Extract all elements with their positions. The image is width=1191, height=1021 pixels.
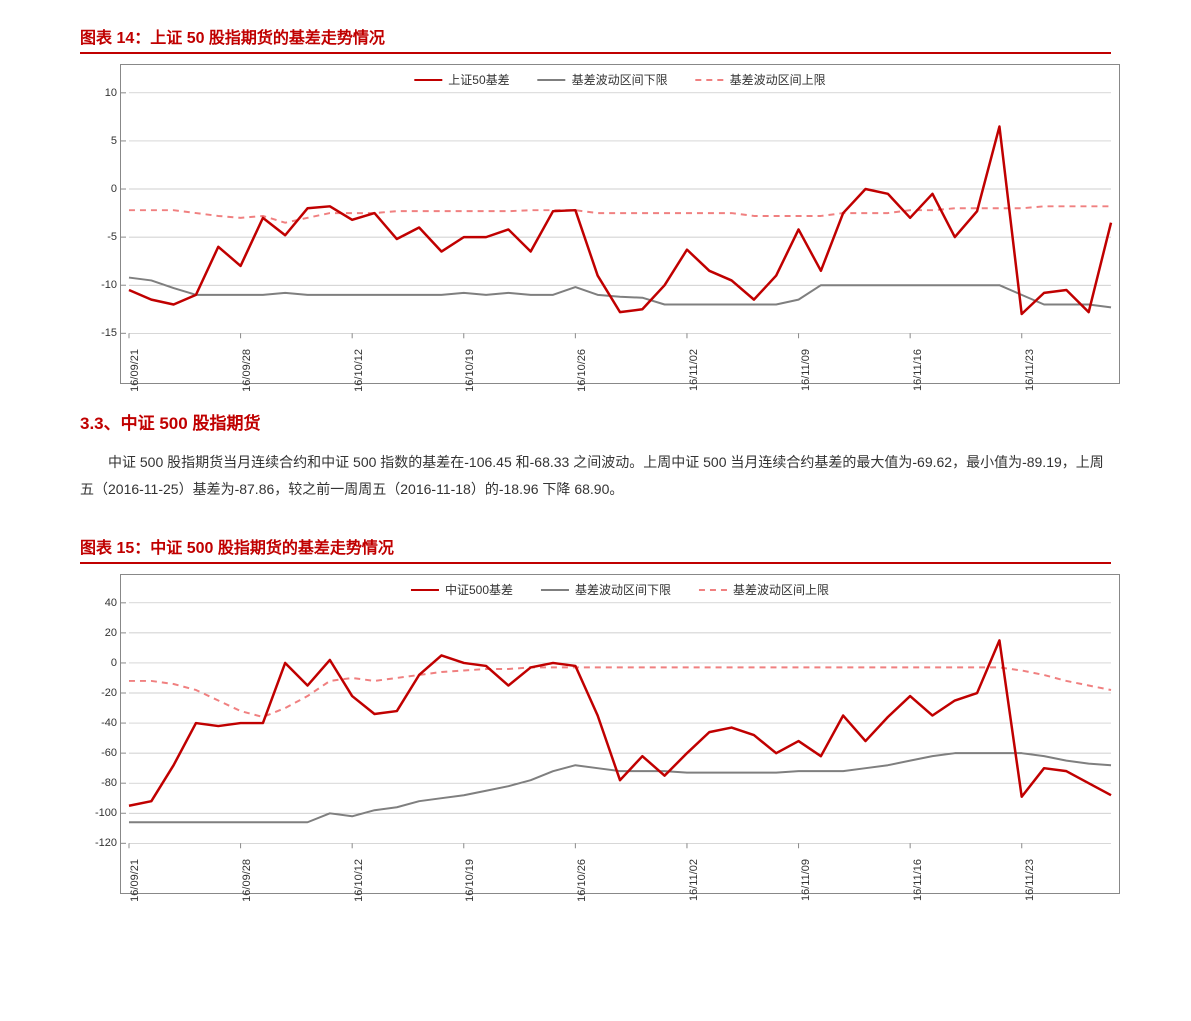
x-tick-label: 16/11/09 xyxy=(800,349,812,391)
x-tick-label: 16/11/16 xyxy=(912,349,924,391)
x-tick-label: 16/11/23 xyxy=(1024,859,1036,901)
x-tick-label: 16/09/21 xyxy=(129,349,141,392)
y-tick-label: -80 xyxy=(83,777,117,789)
y-tick-label: -10 xyxy=(83,279,117,291)
chart15-legend: 中证500基差 基差波动区间下限 基差波动区间上限 xyxy=(411,581,829,598)
section-heading: 3.3、中证 500 股指期货 xyxy=(80,409,1111,434)
x-tick-label: 16/11/02 xyxy=(688,859,700,901)
y-tick-label: -120 xyxy=(83,837,117,849)
legend-upper-label: 基差波动区间上限 xyxy=(733,581,829,598)
y-tick-label: 40 xyxy=(83,597,117,609)
x-tick-label: 16/09/28 xyxy=(241,349,253,392)
legend-main-label: 上证50基差 xyxy=(448,71,509,88)
legend-upper-label: 基差波动区间上限 xyxy=(730,71,826,88)
chart15-container: 中证500基差 基差波动区间下限 基差波动区间上限 -120-100-80-60… xyxy=(120,574,1120,894)
y-tick-label: 0 xyxy=(83,657,117,669)
chart15-y-axis: -120-100-80-60-40-2002040 xyxy=(83,575,117,843)
x-tick-label: 16/09/21 xyxy=(129,859,141,902)
section-paragraph: 中证 500 股指期货当月连续合约和中证 500 指数的基差在-106.45 和… xyxy=(80,449,1111,502)
y-tick-label: 10 xyxy=(83,87,117,99)
x-tick-label: 16/10/12 xyxy=(353,349,365,392)
x-tick-label: 16/10/26 xyxy=(576,859,588,902)
chart14-svg xyxy=(121,65,1119,383)
x-tick-label: 16/11/23 xyxy=(1024,349,1036,391)
x-tick-label: 16/10/12 xyxy=(353,859,365,902)
x-tick-label: 16/10/19 xyxy=(464,859,476,902)
y-tick-label: 20 xyxy=(83,627,117,639)
x-tick-label: 16/09/28 xyxy=(241,859,253,902)
chart15-x-axis: 16/09/21 16/09/28 16/10/12 16/10/19 16/10/26… xyxy=(121,851,1119,901)
y-tick-label: -15 xyxy=(83,327,117,339)
legend-lower-label: 基差波动区间下限 xyxy=(575,581,671,598)
y-tick-label: -40 xyxy=(83,717,117,729)
chart14-y-axis: -15-10-50510 xyxy=(83,65,117,333)
legend-main-label: 中证500基差 xyxy=(445,581,513,598)
chart15-title: 图表 15：中证 500 股指期货的基差走势情况 xyxy=(80,530,1111,564)
x-tick-label: 16/11/02 xyxy=(688,349,700,391)
x-tick-label: 16/10/19 xyxy=(464,349,476,392)
y-tick-label: -5 xyxy=(83,231,117,243)
y-tick-label: -20 xyxy=(83,687,117,699)
y-tick-label: -60 xyxy=(83,747,117,759)
y-tick-label: 0 xyxy=(83,183,117,195)
chart14-x-axis: 16/09/21 16/09/28 16/10/12 16/10/19 16/10/26… xyxy=(121,341,1119,391)
chart14-title: 图表 14：上证 50 股指期货的基差走势情况 xyxy=(80,20,1111,54)
y-tick-label: 5 xyxy=(83,135,117,147)
x-tick-label: 16/11/09 xyxy=(800,859,812,901)
x-tick-label: 16/10/26 xyxy=(576,349,588,392)
y-tick-label: -100 xyxy=(83,807,117,819)
x-tick-label: 16/11/16 xyxy=(912,859,924,901)
chart15-svg xyxy=(121,575,1119,893)
legend-lower-label: 基差波动区间下限 xyxy=(572,71,668,88)
chart14-container: 上证50基差 基差波动区间下限 基差波动区间上限 -15-10-50510 16… xyxy=(120,64,1120,384)
chart14-legend: 上证50基差 基差波动区间下限 基差波动区间上限 xyxy=(414,71,825,88)
